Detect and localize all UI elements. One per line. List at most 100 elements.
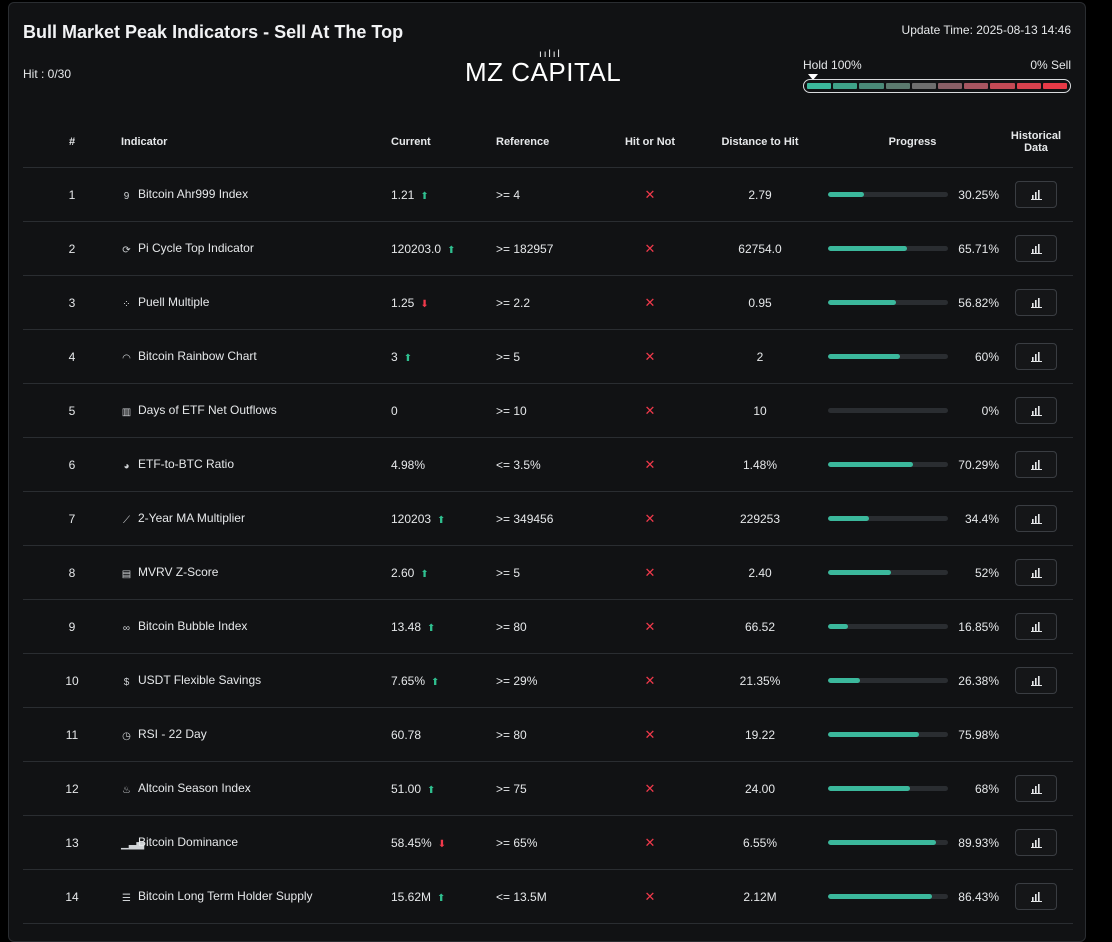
indicator-cell[interactable]: ∞ Bitcoin Bubble Index: [121, 599, 391, 654]
progress-cell: 65.71%: [826, 221, 999, 276]
brand-watermark: MZ CAPITAL: [465, 57, 622, 87]
distance-value: 2.79: [694, 167, 826, 222]
hit-status-cell: ✕: [606, 167, 694, 222]
indicator-cell[interactable]: ▥ Days of ETF Net Outflows: [121, 383, 391, 438]
current-value-cell: 1.25 ⬇: [391, 275, 496, 330]
historical-data-cell: [999, 545, 1073, 600]
not-hit-x-icon: ✕: [644, 672, 656, 688]
row-number: 13: [23, 815, 121, 870]
historical-data-button[interactable]: [1015, 667, 1057, 694]
current-value: 7.65%: [391, 673, 426, 688]
not-hit-x-icon: ✕: [644, 294, 656, 310]
table-row: 7 ⟋ 2-Year MA Multiplier 120203 ⬆ >= 34945…: [23, 491, 1073, 546]
progress-percent: 60%: [974, 349, 999, 364]
indicator-cell[interactable]: ◷ RSI - 22 Day: [121, 707, 391, 762]
indicator-cell[interactable]: ▤ MVRV Z-Score: [121, 545, 391, 600]
indicator-table: # Indicator Current Reference Hit or Not…: [23, 116, 1073, 924]
progress-track: [828, 624, 949, 629]
reference-value: >= 182957: [496, 221, 606, 276]
progress-fill: [828, 354, 901, 359]
current-value-cell: 13.48 ⬆: [391, 599, 496, 654]
historical-data-button[interactable]: [1015, 397, 1057, 424]
progress-fill: [828, 678, 860, 683]
indicator-cell[interactable]: ⟋ 2-Year MA Multiplier: [121, 491, 391, 546]
progress-percent: 89.93%: [958, 835, 999, 850]
trend-up-icon: ⬆: [420, 190, 429, 202]
indicator-panel: Bull Market Peak Indicators - Sell At Th…: [8, 2, 1086, 942]
hit-status-cell: ✕: [606, 221, 694, 276]
bar-chart-icon: [1030, 837, 1042, 848]
reference-value: >= 80: [496, 599, 606, 654]
not-hit-x-icon: ✕: [644, 780, 656, 796]
progress-percent: 86.43%: [958, 889, 999, 904]
current-value: 60.78: [391, 727, 422, 742]
distance-value: 2.40: [694, 545, 826, 600]
progress-track: [828, 678, 949, 683]
historical-data-button[interactable]: [1015, 613, 1057, 640]
table-row: 6 ◕ ETF-to-BTC Ratio 4.98% <= 3.5% ✕ 1.48…: [23, 437, 1073, 492]
trend-up-icon: ⬆: [403, 352, 413, 364]
historical-data-button[interactable]: [1015, 343, 1057, 370]
page-title: Bull Market Peak Indicators - Sell At Th…: [23, 22, 404, 42]
indicator-cell[interactable]: 9 Bitcoin Ahr999 Index: [121, 167, 391, 222]
pie-chart-icon: ◕: [123, 461, 130, 472]
progress-percent: 65.71%: [958, 241, 999, 256]
col-header-number: #: [23, 116, 121, 168]
current-value: 2.60: [391, 565, 415, 580]
indicator-cell[interactable]: ⁘ Puell Multiple: [121, 275, 391, 330]
col-header-progress: Progress: [826, 116, 999, 168]
table-row: 4 ◠ Bitcoin Rainbow Chart 3 ⬆ >= 5 ✕ 2 60%: [23, 329, 1073, 384]
not-hit-x-icon: ✕: [644, 618, 656, 634]
hit-status-cell: ✕: [606, 653, 694, 708]
meter-segment: [1042, 83, 1068, 89]
indicator-cell[interactable]: ⟳ Pi Cycle Top Indicator: [121, 221, 391, 276]
historical-data-button[interactable]: [1015, 451, 1057, 478]
row-number: 12: [23, 761, 121, 816]
not-hit-x-icon: ✕: [644, 348, 656, 364]
indicator-cell[interactable]: $ USDT Flexible Savings: [121, 653, 391, 708]
distance-value: 2: [694, 329, 826, 384]
progress-cell: 75.98%: [826, 707, 999, 762]
historical-data-button[interactable]: [1015, 181, 1057, 208]
progress-percent: 26.38%: [958, 673, 999, 688]
bar-chart-icon: [1030, 405, 1042, 416]
historical-data-cell: [999, 707, 1073, 762]
row-number: 6: [23, 437, 121, 492]
progress-fill: [828, 300, 897, 305]
indicator-cell[interactable]: ◠ Bitcoin Rainbow Chart: [121, 329, 391, 384]
current-value-cell: 58.45% ⬇: [391, 815, 496, 870]
hit-status-cell: ✕: [606, 869, 694, 924]
progress-track: [828, 786, 949, 791]
progress-fill: [828, 462, 913, 467]
historical-data-button[interactable]: [1015, 505, 1057, 532]
hit-status-cell: ✕: [606, 491, 694, 546]
indicator-cell[interactable]: ☰ Bitcoin Long Term Holder Supply: [121, 869, 391, 924]
historical-data-button[interactable]: [1015, 883, 1057, 910]
historical-data-button[interactable]: [1015, 829, 1057, 856]
trend-up-icon: ⬆: [431, 676, 440, 688]
reference-value: >= 349456: [496, 491, 606, 546]
reference-value: >= 80: [496, 707, 606, 762]
meter-segment: [807, 83, 832, 89]
number-nine-icon: 9: [123, 191, 130, 202]
col-header-indicator: Indicator: [121, 116, 391, 168]
indicator-cell[interactable]: ▁▃▅Bitcoin Dominance: [121, 815, 391, 870]
hit-status-cell: ✕: [606, 545, 694, 600]
distance-value: 229253: [694, 491, 826, 546]
current-value-cell: 3 ⬆: [391, 329, 496, 384]
hold-sell-meter: [803, 79, 1071, 93]
historical-data-button[interactable]: [1015, 235, 1057, 262]
historical-data-button[interactable]: [1015, 775, 1057, 802]
not-hit-x-icon: ✕: [644, 726, 656, 742]
current-value-cell: 4.98%: [391, 437, 496, 492]
row-number: 8: [23, 545, 121, 600]
row-number: 3: [23, 275, 121, 330]
historical-data-button[interactable]: [1015, 559, 1057, 586]
update-time: Update Time: 2025-08-13 14:46: [901, 23, 1071, 37]
meter-segment: [885, 83, 910, 89]
indicator-cell[interactable]: ♨ Altcoin Season Index: [121, 761, 391, 816]
row-number: 14: [23, 869, 121, 924]
progress-percent: 68%: [974, 781, 999, 796]
historical-data-button[interactable]: [1015, 289, 1057, 316]
indicator-cell[interactable]: ◕ ETF-to-BTC Ratio: [121, 437, 391, 492]
